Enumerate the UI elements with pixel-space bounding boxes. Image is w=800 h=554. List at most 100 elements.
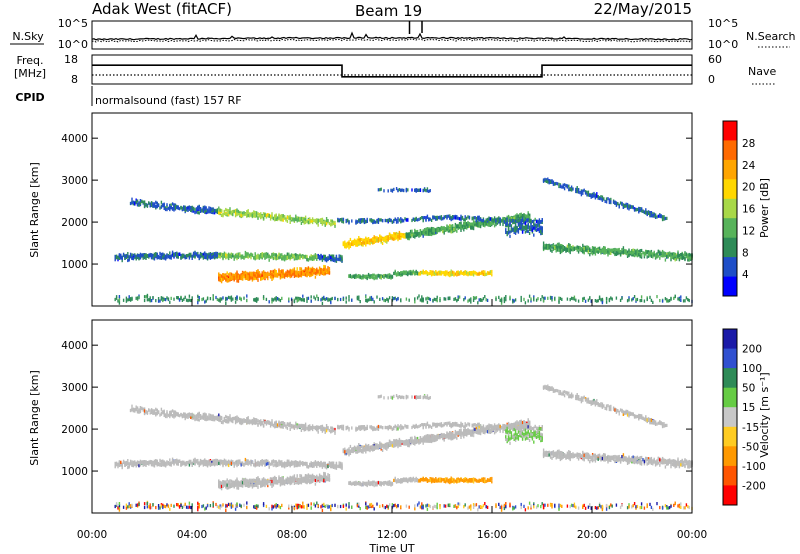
power-cell <box>229 277 230 280</box>
velocity-cell <box>123 506 124 509</box>
power-cell <box>620 253 621 256</box>
power-cell <box>229 272 230 275</box>
power-cell <box>151 256 152 259</box>
velocity-cell <box>154 464 155 467</box>
power-cell <box>269 214 270 217</box>
power-cell <box>186 254 187 257</box>
power-cell <box>246 275 247 278</box>
power-cell <box>654 213 655 216</box>
power-cell <box>427 297 428 300</box>
power-cell <box>214 256 215 259</box>
power-cell <box>647 251 648 254</box>
power-cell <box>609 299 610 302</box>
power-cell <box>663 252 664 255</box>
power-cell <box>399 272 400 275</box>
power-cell <box>665 258 666 261</box>
power-cell <box>561 246 562 249</box>
power-cell <box>368 298 369 301</box>
power-cell <box>189 205 190 208</box>
power-cell <box>322 271 323 274</box>
power-cell <box>292 273 293 276</box>
power-cell <box>595 248 596 251</box>
power-cell <box>463 298 464 301</box>
power-cell <box>390 236 391 239</box>
power-cell <box>264 253 265 256</box>
power-cell <box>150 296 151 299</box>
velocity-cell <box>131 460 132 463</box>
power-cell <box>288 255 289 258</box>
power-cell <box>358 219 359 222</box>
power-cell <box>445 273 446 276</box>
power-cell <box>329 267 330 270</box>
velocity-cell <box>157 463 158 466</box>
power-cell <box>662 218 663 221</box>
power-cell <box>347 219 348 222</box>
power-cell <box>165 298 166 301</box>
power-cell <box>318 219 319 222</box>
power-cell <box>304 272 305 275</box>
power-cell <box>315 269 316 272</box>
power-cell <box>607 250 608 253</box>
power-cell <box>616 204 617 207</box>
power-cell <box>488 220 489 223</box>
power-cell <box>557 249 558 252</box>
power-cell <box>316 295 317 298</box>
power-cell <box>582 244 583 247</box>
power-cell <box>257 279 258 282</box>
colorbar-tick: 16 <box>742 204 756 216</box>
power-cell <box>378 274 379 277</box>
power-cell <box>452 230 453 233</box>
power-cell <box>679 298 680 301</box>
power-cell <box>287 273 288 276</box>
colorbar-tick: 24 <box>742 160 756 172</box>
power-cell <box>416 188 417 191</box>
power-cell <box>518 228 519 231</box>
power-cell <box>476 296 477 299</box>
power-cell <box>138 257 139 260</box>
power-cell <box>588 246 589 249</box>
power-cell <box>578 250 579 253</box>
power-cell <box>470 227 471 230</box>
power-cell <box>325 298 326 301</box>
power-cell <box>402 219 403 222</box>
power-cell <box>518 219 519 222</box>
power-cell <box>200 207 201 210</box>
power-cell <box>150 299 151 302</box>
power-cell <box>246 213 247 216</box>
power-cell <box>572 297 573 300</box>
power-cell <box>579 191 580 194</box>
power-cell <box>609 249 610 252</box>
velocity-cell <box>119 502 120 505</box>
power-cell <box>278 268 279 271</box>
power-cell <box>425 231 426 234</box>
power-cell <box>672 256 673 259</box>
power-cell <box>610 252 611 255</box>
power-cell <box>502 223 503 226</box>
power-cell <box>603 248 604 251</box>
power-cell <box>379 274 380 277</box>
power-cell <box>455 273 456 276</box>
power-cell <box>544 178 545 181</box>
power-cell <box>568 185 569 188</box>
power-cell <box>400 298 401 301</box>
power-cell <box>365 295 366 298</box>
power-cell <box>507 220 508 223</box>
power-cell <box>290 221 291 224</box>
velocity-cell <box>134 409 135 412</box>
power-cell <box>120 254 121 257</box>
power-cell <box>353 275 354 278</box>
power-cell <box>641 207 642 210</box>
power-cell <box>178 297 179 300</box>
power-cell <box>157 205 158 208</box>
power-cell <box>329 257 330 260</box>
power-cell <box>453 271 454 274</box>
power-cell <box>542 295 543 298</box>
power-cell <box>298 219 299 222</box>
power-cell <box>250 214 251 217</box>
power-cell <box>397 235 398 238</box>
power-cell <box>280 274 281 277</box>
power-cell <box>402 273 403 276</box>
power-cell <box>259 254 260 257</box>
power-cell <box>638 207 639 210</box>
power-cell <box>243 256 244 259</box>
